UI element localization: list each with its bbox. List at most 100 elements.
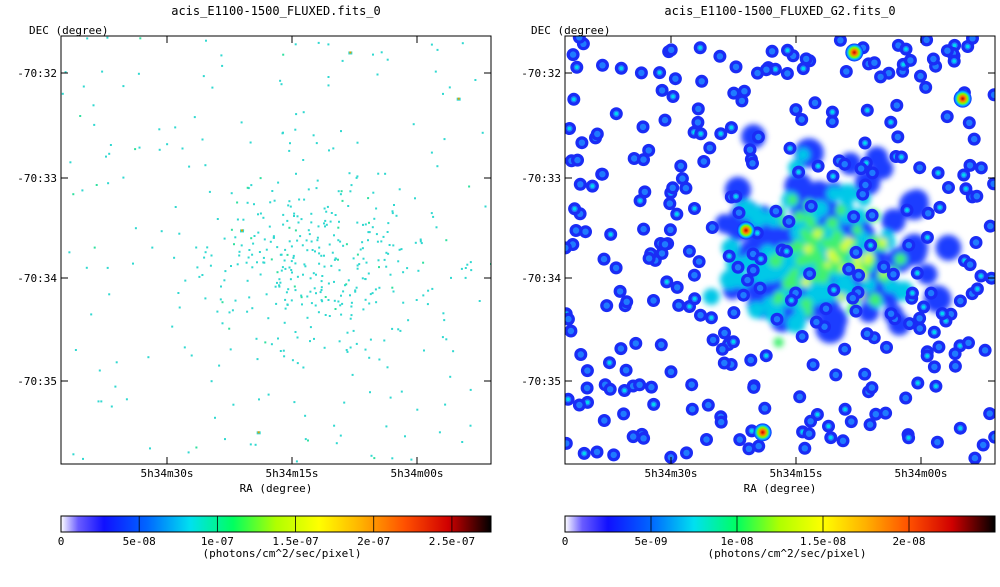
event-pixel: [443, 319, 446, 322]
smoothed-event: [784, 293, 798, 307]
smoothed-event: [741, 273, 754, 287]
smoothed-event: [752, 439, 766, 453]
smoothed-event: [758, 401, 772, 415]
event-pixel: [300, 218, 303, 221]
event-pixel: [309, 290, 312, 293]
event-pixel: [287, 204, 290, 207]
event-pixel: [442, 312, 445, 315]
event-pixel: [367, 231, 370, 234]
event-pixel: [315, 292, 317, 295]
smoothed-event: [703, 141, 717, 155]
event-pixel: [253, 203, 255, 206]
event-pixel: [318, 246, 321, 249]
left-colorbar-label: (photons/cm^2/sec/pixel): [203, 547, 362, 560]
event-pixel: [376, 240, 379, 243]
event-pixel: [106, 266, 109, 269]
event-pixel: [274, 285, 277, 288]
smoothed-event: [565, 324, 578, 338]
diffuse-emission: [831, 229, 844, 242]
event-pixel: [320, 286, 323, 289]
event-pixel: [254, 443, 257, 446]
event-pixel: [247, 187, 250, 190]
smoothed-event: [957, 168, 971, 182]
event-pixel: [406, 267, 409, 270]
event-pixel: [158, 128, 161, 131]
right-title: acis_E1100-1500_FLUXED_G2.fits_0: [664, 4, 895, 18]
smoothed-event: [663, 223, 677, 237]
smoothed-event: [970, 282, 984, 296]
smoothed-event: [948, 359, 962, 373]
event-pixel: [326, 205, 329, 208]
event-pixel: [264, 341, 267, 344]
event-pixel: [269, 240, 272, 243]
right-axes: 5h34m30s 5h34m15s 5h34m00s -70:32 -70:33 -70:…: [521, 36, 995, 480]
event-pixel: [196, 266, 199, 269]
smoothed-event: [706, 333, 720, 347]
event-pixel: [388, 244, 391, 246]
smoothed-event: [727, 86, 741, 100]
smoothed-event: [655, 83, 669, 97]
smoothed-event: [983, 407, 995, 421]
event-pixel: [349, 317, 352, 320]
event-pixel: [246, 310, 249, 313]
event-pixel: [481, 131, 484, 134]
event-pixel: [257, 231, 260, 234]
event-pixel: [293, 212, 296, 215]
event-pixel: [209, 264, 212, 267]
event-pixel: [407, 319, 410, 322]
smoothed-event: [620, 295, 634, 309]
event-pixel: [276, 271, 279, 274]
smoothed-event: [900, 203, 914, 217]
right-colorbar-ramp: [564, 515, 996, 533]
smoothed-event: [714, 415, 728, 429]
event-pixel: [236, 263, 239, 266]
left-title: acis_E1100-1500_FLUXED.fits_0: [171, 4, 381, 18]
right-panel: acis_E1100-1500_FLUXED_G2.fits_0 DEC (de…: [521, 4, 996, 495]
smoothed-event: [822, 419, 835, 433]
event-pixel: [368, 221, 370, 224]
diffuse-emission: [935, 234, 962, 261]
smoothed-event: [642, 251, 656, 265]
event-pixel: [106, 36, 109, 39]
event-pixel: [286, 303, 289, 306]
event-pixel: [341, 302, 344, 305]
smoothed-event: [920, 230, 934, 244]
event-pixel: [419, 238, 422, 241]
smoothed-event: [962, 116, 976, 130]
smoothed-event: [732, 206, 746, 220]
event-pixel: [352, 257, 355, 260]
event-pixel: [339, 434, 342, 437]
smoothed-event: [693, 41, 707, 55]
smoothed-event: [929, 379, 943, 393]
event-pixel: [68, 251, 71, 254]
event-pixel: [484, 205, 487, 208]
event-pixel: [320, 299, 323, 302]
event-pixel: [444, 403, 447, 406]
event-pixel: [327, 84, 330, 87]
smoothed-event: [747, 380, 761, 394]
event-pixel: [82, 457, 84, 460]
y-tick-label: -70:33: [17, 172, 57, 185]
smoothed-event: [919, 80, 933, 94]
event-pixel: [201, 138, 204, 141]
smoothed-event: [884, 307, 898, 321]
smoothed-event: [571, 153, 584, 167]
event-pixel: [300, 294, 303, 297]
smoothed-event: [926, 52, 940, 66]
event-pixel: [177, 292, 180, 294]
event-pixel: [72, 193, 75, 196]
smoothed-event: [754, 252, 768, 266]
event-pixel: [288, 149, 291, 152]
right-colorbar: 0 5e-09 1e-08 1.5e-08 2e-08 (photons/cm^2/se…: [562, 515, 996, 560]
smoothed-event: [927, 325, 941, 339]
event-pixel: [414, 241, 417, 244]
smoothed-event: [921, 206, 935, 220]
diffuse-emission: [837, 293, 846, 302]
event-pixel: [110, 405, 113, 408]
event-pixel: [92, 104, 95, 107]
event-pixel: [369, 293, 372, 296]
smoothed-event: [782, 215, 796, 228]
smoothed-event: [811, 159, 825, 173]
event-pixel: [294, 289, 297, 292]
point-source: [457, 97, 460, 100]
